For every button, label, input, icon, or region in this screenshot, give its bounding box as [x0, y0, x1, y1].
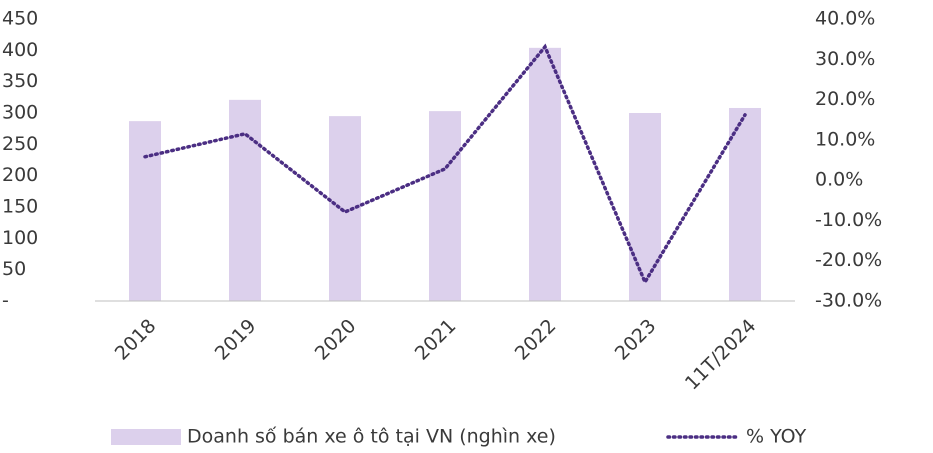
y2-tick-label: 20.0% — [815, 88, 875, 110]
x-tick-label: 2023 — [611, 315, 661, 365]
y-tick-label: 450 — [2, 8, 38, 30]
x-tick-label: 2021 — [411, 315, 461, 365]
bar — [629, 113, 661, 301]
y-tick-label: 400 — [2, 39, 38, 61]
y-tick-label: 300 — [2, 102, 38, 124]
bar — [529, 47, 561, 302]
bar — [129, 121, 161, 301]
x-tick-label: 11T/2024 — [681, 315, 761, 395]
x-tick-label: 2019 — [211, 315, 261, 365]
y2-tick-label: -30.0% — [815, 290, 882, 312]
y-tick-label: 200 — [2, 164, 38, 186]
y-tick-label: 150 — [2, 196, 38, 218]
line-series — [143, 43, 747, 286]
legend-label: Doanh số bán xe ô tô tại VN (nghìn xe) — [187, 426, 556, 448]
y2-tick-label: 40.0% — [815, 8, 875, 30]
y-tick-label: 50 — [2, 258, 26, 280]
bar — [729, 107, 761, 301]
y-tick-label: 250 — [2, 133, 38, 155]
x-tick-label: 2022 — [511, 315, 561, 365]
x-tick-label: 2018 — [111, 315, 161, 365]
legend-label: % YOY — [746, 426, 807, 448]
y2-tick-label: -20.0% — [815, 249, 882, 271]
y2-tick-label: 10.0% — [815, 128, 875, 150]
y2-tick-label: 0.0% — [815, 169, 863, 191]
bar — [229, 99, 261, 301]
legend-swatch — [111, 429, 181, 445]
y2-tick-label: -10.0% — [815, 209, 882, 231]
y-tick-label: - — [2, 290, 9, 312]
bar — [429, 111, 461, 302]
y-tick-label: 350 — [2, 70, 38, 92]
y-tick-label: 100 — [2, 227, 38, 249]
x-tick-label: 2020 — [311, 315, 361, 365]
y2-tick-label: 30.0% — [815, 48, 875, 70]
